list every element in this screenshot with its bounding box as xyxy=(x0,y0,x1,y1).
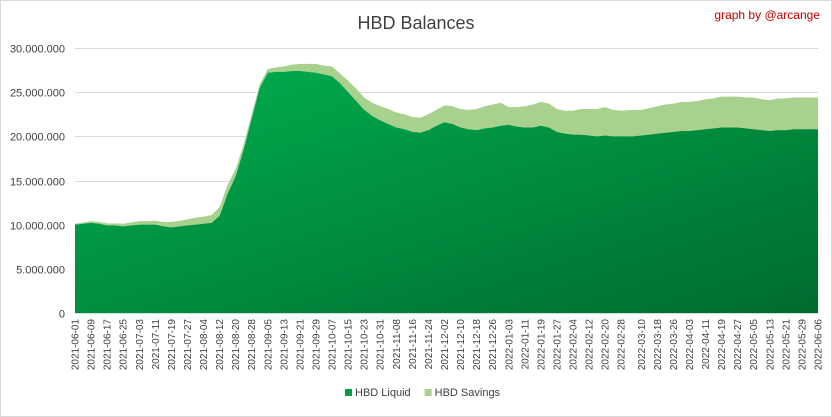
x-tick-label: 2021-09-13 xyxy=(279,319,290,371)
y-tick-label: 0 xyxy=(59,309,65,321)
x-tick-label: 2021-07-19 xyxy=(167,319,178,371)
x-tick-label: 2021-10-07 xyxy=(328,319,339,371)
x-tick-label: 2021-06-09 xyxy=(87,319,98,371)
chart-credit: graph by @arcange xyxy=(714,8,820,22)
legend-label: HBD Liquid xyxy=(355,387,411,399)
x-tick-label: 2021-06-25 xyxy=(119,319,130,371)
x-tick-label: 2021-12-18 xyxy=(472,319,483,371)
legend-label: HBD Savings xyxy=(435,387,501,399)
y-tick-label: 15.000.000 xyxy=(10,177,65,189)
x-tick-label: 2022-01-11 xyxy=(520,319,531,370)
x-tick-label: 2021-09-21 xyxy=(295,319,306,371)
x-tick-label: 2021-08-12 xyxy=(215,319,226,371)
x-tick-label: 2021-12-02 xyxy=(440,319,451,371)
x-tick-label: 2021-11-08 xyxy=(392,319,403,370)
x-tick-label: 2021-10-23 xyxy=(360,319,371,371)
x-tick-label: 2022-04-11 xyxy=(701,319,712,370)
x-tick-label: 2021-12-26 xyxy=(488,319,499,371)
x-tick-label: 2021-12-10 xyxy=(456,319,467,371)
y-tick-label: 5.000.000 xyxy=(16,265,65,277)
x-axis-ticks: 2021-06-01 2021-06-09 2021-06-17 2021-06-25… xyxy=(71,319,825,371)
x-tick-label: 2021-11-24 xyxy=(424,319,435,370)
area-series xyxy=(75,63,818,313)
x-tick-label: 2021-10-15 xyxy=(344,319,355,371)
x-tick-label: 2021-09-05 xyxy=(263,319,274,371)
x-tick-label: 2021-08-28 xyxy=(247,319,258,371)
x-tick-label: 2021-10-31 xyxy=(376,319,387,371)
x-tick-label: 2022-03-18 xyxy=(653,319,664,371)
x-tick-label: 2021-07-11 xyxy=(151,319,162,370)
x-tick-label: 2022-05-29 xyxy=(797,319,808,371)
x-tick-label: 2021-07-03 xyxy=(135,319,146,371)
x-tick-label: 2022-01-27 xyxy=(552,319,563,371)
y-tick-label: 10.000.000 xyxy=(10,221,65,233)
x-tick-label: 2022-04-27 xyxy=(733,319,744,371)
x-tick-label: 2022-02-04 xyxy=(569,319,580,371)
x-tick-label: 2021-08-04 xyxy=(199,319,210,371)
legend: HBD Liquid HBD Savings xyxy=(345,387,501,399)
x-tick-label: 2022-02-12 xyxy=(585,319,596,371)
x-tick-label: 2021-07-27 xyxy=(183,319,194,371)
x-tick-label: 2022-04-03 xyxy=(685,319,696,371)
legend-swatch xyxy=(345,389,352,396)
x-tick-label: 2022-03-10 xyxy=(637,319,648,371)
chart-title: HBD Balances xyxy=(357,13,474,33)
x-tick-label: 2022-05-21 xyxy=(781,319,792,371)
x-tick-label: 2021-06-17 xyxy=(103,319,114,371)
x-tick-label: 2022-04-19 xyxy=(717,319,728,371)
legend-swatch xyxy=(424,389,432,396)
y-tick-label: 30.000.000 xyxy=(10,44,65,56)
y-axis-ticks: 0 5.000.000 10.000.000 15.000.000 20.000.000… xyxy=(10,44,65,321)
x-tick-label: 2022-06-06 xyxy=(814,319,825,371)
x-tick-label: 2021-11-16 xyxy=(408,319,419,370)
x-tick-label: 2021-09-29 xyxy=(311,319,322,371)
x-tick-label: 2022-05-05 xyxy=(749,319,760,371)
x-tick-label: 2021-08-20 xyxy=(231,319,242,371)
x-tick-label: 2022-01-03 xyxy=(504,319,515,371)
series-hbd-liquid-area xyxy=(75,70,818,313)
y-tick-label: 20.000.000 xyxy=(10,132,65,144)
x-tick-label: 2022-05-13 xyxy=(765,319,776,371)
x-tick-label: 2022-02-20 xyxy=(601,319,612,371)
x-tick-label: 2022-02-28 xyxy=(617,319,628,371)
y-tick-label: 25.000.000 xyxy=(10,88,65,100)
x-tick-label: 2021-06-01 xyxy=(71,319,82,371)
x-tick-label: 2022-03-26 xyxy=(669,319,680,371)
x-tick-label: 2022-01-19 xyxy=(536,319,547,371)
